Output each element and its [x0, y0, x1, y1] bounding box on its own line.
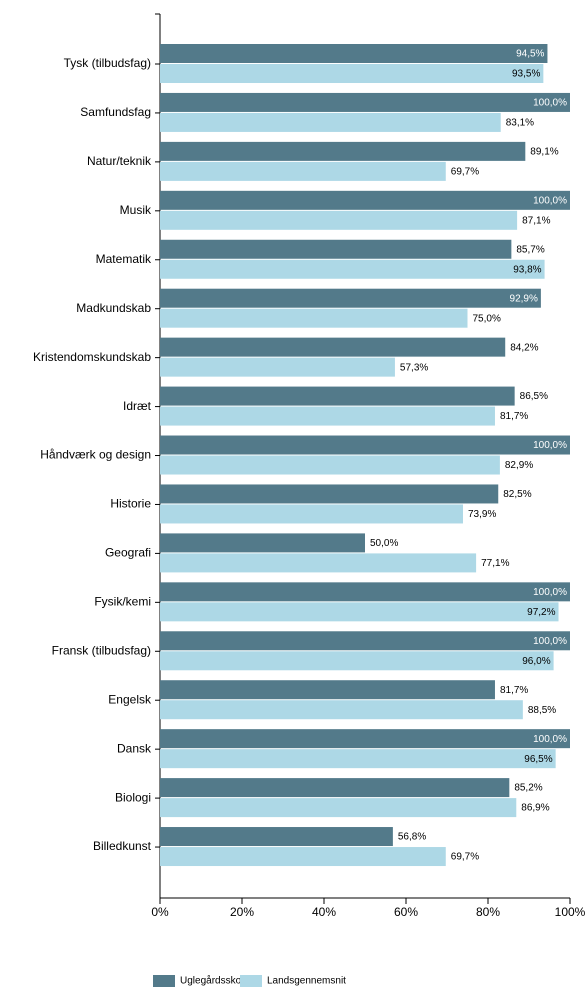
bar	[160, 406, 495, 426]
bar	[160, 651, 554, 671]
legend-label: Uglegårdsskolen	[180, 975, 255, 987]
bar	[160, 847, 446, 867]
value-label: 69,7%	[451, 852, 479, 863]
value-label: 57,3%	[400, 362, 428, 373]
value-label: 100,0%	[533, 734, 567, 745]
bar	[160, 749, 556, 769]
value-label: 100,0%	[533, 440, 567, 451]
value-label: 85,7%	[516, 244, 544, 255]
bar	[160, 337, 506, 357]
legend-label: Landsgennemsnit	[267, 976, 346, 987]
value-label: 73,9%	[468, 509, 496, 520]
value-label: 94,5%	[516, 49, 544, 60]
value-label: 81,7%	[500, 411, 528, 422]
value-label: 100,0%	[533, 587, 567, 598]
bar	[160, 533, 365, 553]
value-label: 83,1%	[506, 118, 534, 129]
bar	[160, 239, 512, 259]
value-label: 75,0%	[473, 313, 501, 324]
value-label: 89,1%	[530, 147, 558, 158]
value-label: 92,9%	[510, 293, 538, 304]
x-tick-label: 0%	[151, 905, 169, 919]
bar	[160, 504, 463, 524]
y-tick-label: Musik	[120, 203, 152, 217]
bar	[160, 92, 570, 112]
value-label: 87,1%	[522, 215, 550, 226]
y-tick-label: Tysk (tilbudsfag)	[64, 56, 151, 70]
bar	[160, 357, 395, 377]
bar	[160, 798, 517, 818]
bar	[160, 631, 570, 651]
value-label: 96,0%	[522, 656, 550, 667]
value-label: 84,2%	[510, 342, 538, 353]
bar	[160, 288, 541, 308]
bar	[160, 161, 446, 181]
bar	[160, 827, 393, 847]
x-tick-label: 100%	[555, 905, 586, 919]
value-label: 77,1%	[481, 558, 509, 569]
bar	[160, 44, 548, 63]
bar	[160, 700, 523, 720]
y-tick-label: Biologi	[115, 790, 151, 804]
y-tick-label: Natur/teknik	[87, 154, 152, 168]
x-tick-label: 80%	[476, 905, 500, 919]
bar	[160, 778, 510, 798]
bar	[160, 435, 570, 455]
y-tick-label: Fransk (tilbudsfag)	[52, 643, 151, 657]
y-tick-label: Matematik	[96, 252, 152, 266]
legend-swatch	[240, 975, 262, 987]
bar	[160, 602, 559, 622]
value-label: 96,5%	[524, 754, 552, 765]
y-tick-label: Madkundskab	[76, 301, 151, 315]
bar	[160, 190, 570, 210]
bar	[160, 582, 570, 602]
y-tick-label: Fysik/kemi	[94, 595, 151, 609]
y-tick-label: Samfundsfag	[80, 105, 151, 119]
legend-swatch	[153, 975, 175, 987]
value-label: 88,5%	[528, 705, 556, 716]
value-label: 50,0%	[370, 538, 398, 549]
y-tick-label: Engelsk	[108, 692, 152, 706]
y-tick-label: Dansk	[117, 741, 152, 755]
bar	[160, 484, 499, 504]
value-label: 100,0%	[533, 98, 567, 109]
value-label: 82,5%	[503, 489, 531, 500]
value-label: 85,2%	[514, 783, 542, 794]
y-tick-label: Geografi	[105, 546, 151, 560]
value-label: 100,0%	[533, 195, 567, 206]
value-label: 93,8%	[513, 264, 541, 275]
bar	[160, 210, 518, 230]
value-label: 56,8%	[398, 832, 426, 843]
value-label: 97,2%	[527, 607, 555, 618]
bar	[160, 112, 501, 132]
bar	[160, 64, 544, 83]
bar	[160, 386, 515, 406]
y-tick-label: Håndværk og design	[40, 448, 151, 462]
x-tick-label: 40%	[312, 905, 336, 919]
bar	[160, 455, 500, 475]
value-label: 81,7%	[500, 685, 528, 696]
value-label: 69,7%	[451, 167, 479, 178]
bar	[160, 259, 545, 279]
value-label: 100,0%	[533, 636, 567, 647]
x-tick-label: 60%	[394, 905, 418, 919]
value-label: 86,5%	[520, 391, 548, 402]
bar	[160, 308, 468, 328]
bar	[160, 729, 570, 749]
value-label: 86,9%	[521, 803, 549, 814]
x-tick-label: 20%	[230, 905, 254, 919]
bar	[160, 141, 526, 161]
y-tick-label: Idræt	[123, 399, 152, 413]
value-label: 93,5%	[512, 69, 540, 80]
bar	[160, 680, 495, 700]
bar	[160, 553, 477, 573]
y-tick-label: Billedkunst	[93, 839, 152, 853]
y-tick-label: Kristendomskundskab	[33, 350, 151, 364]
value-label: 82,9%	[505, 460, 533, 471]
y-tick-label: Historie	[110, 497, 151, 511]
